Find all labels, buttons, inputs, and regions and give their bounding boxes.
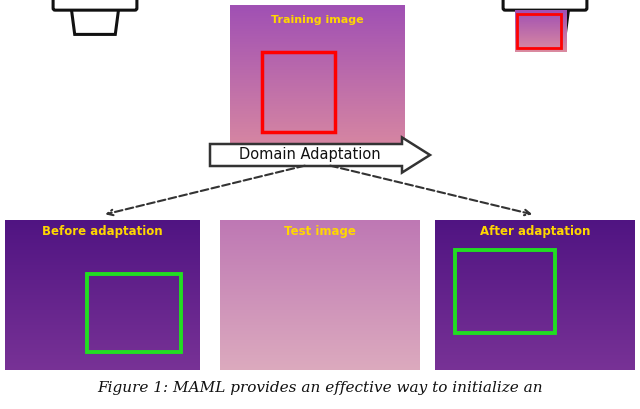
FancyArrow shape — [210, 137, 430, 173]
Polygon shape — [521, 5, 569, 34]
FancyBboxPatch shape — [503, 0, 587, 10]
Text: Domain Adaptation: Domain Adaptation — [239, 148, 381, 162]
Text: Figure 1: MAML provides an effective way to initialize an: Figure 1: MAML provides an effective way… — [97, 381, 543, 395]
Bar — [517, 14, 561, 48]
Text: Test image: Test image — [284, 225, 356, 238]
Text: Training image: Training image — [271, 15, 364, 25]
Polygon shape — [71, 5, 119, 34]
Text: After adaptation: After adaptation — [480, 225, 590, 238]
Bar — [262, 52, 335, 132]
Bar — [87, 274, 180, 352]
Text: Before adaptation: Before adaptation — [42, 225, 163, 238]
Bar — [455, 250, 555, 333]
FancyBboxPatch shape — [53, 0, 137, 10]
